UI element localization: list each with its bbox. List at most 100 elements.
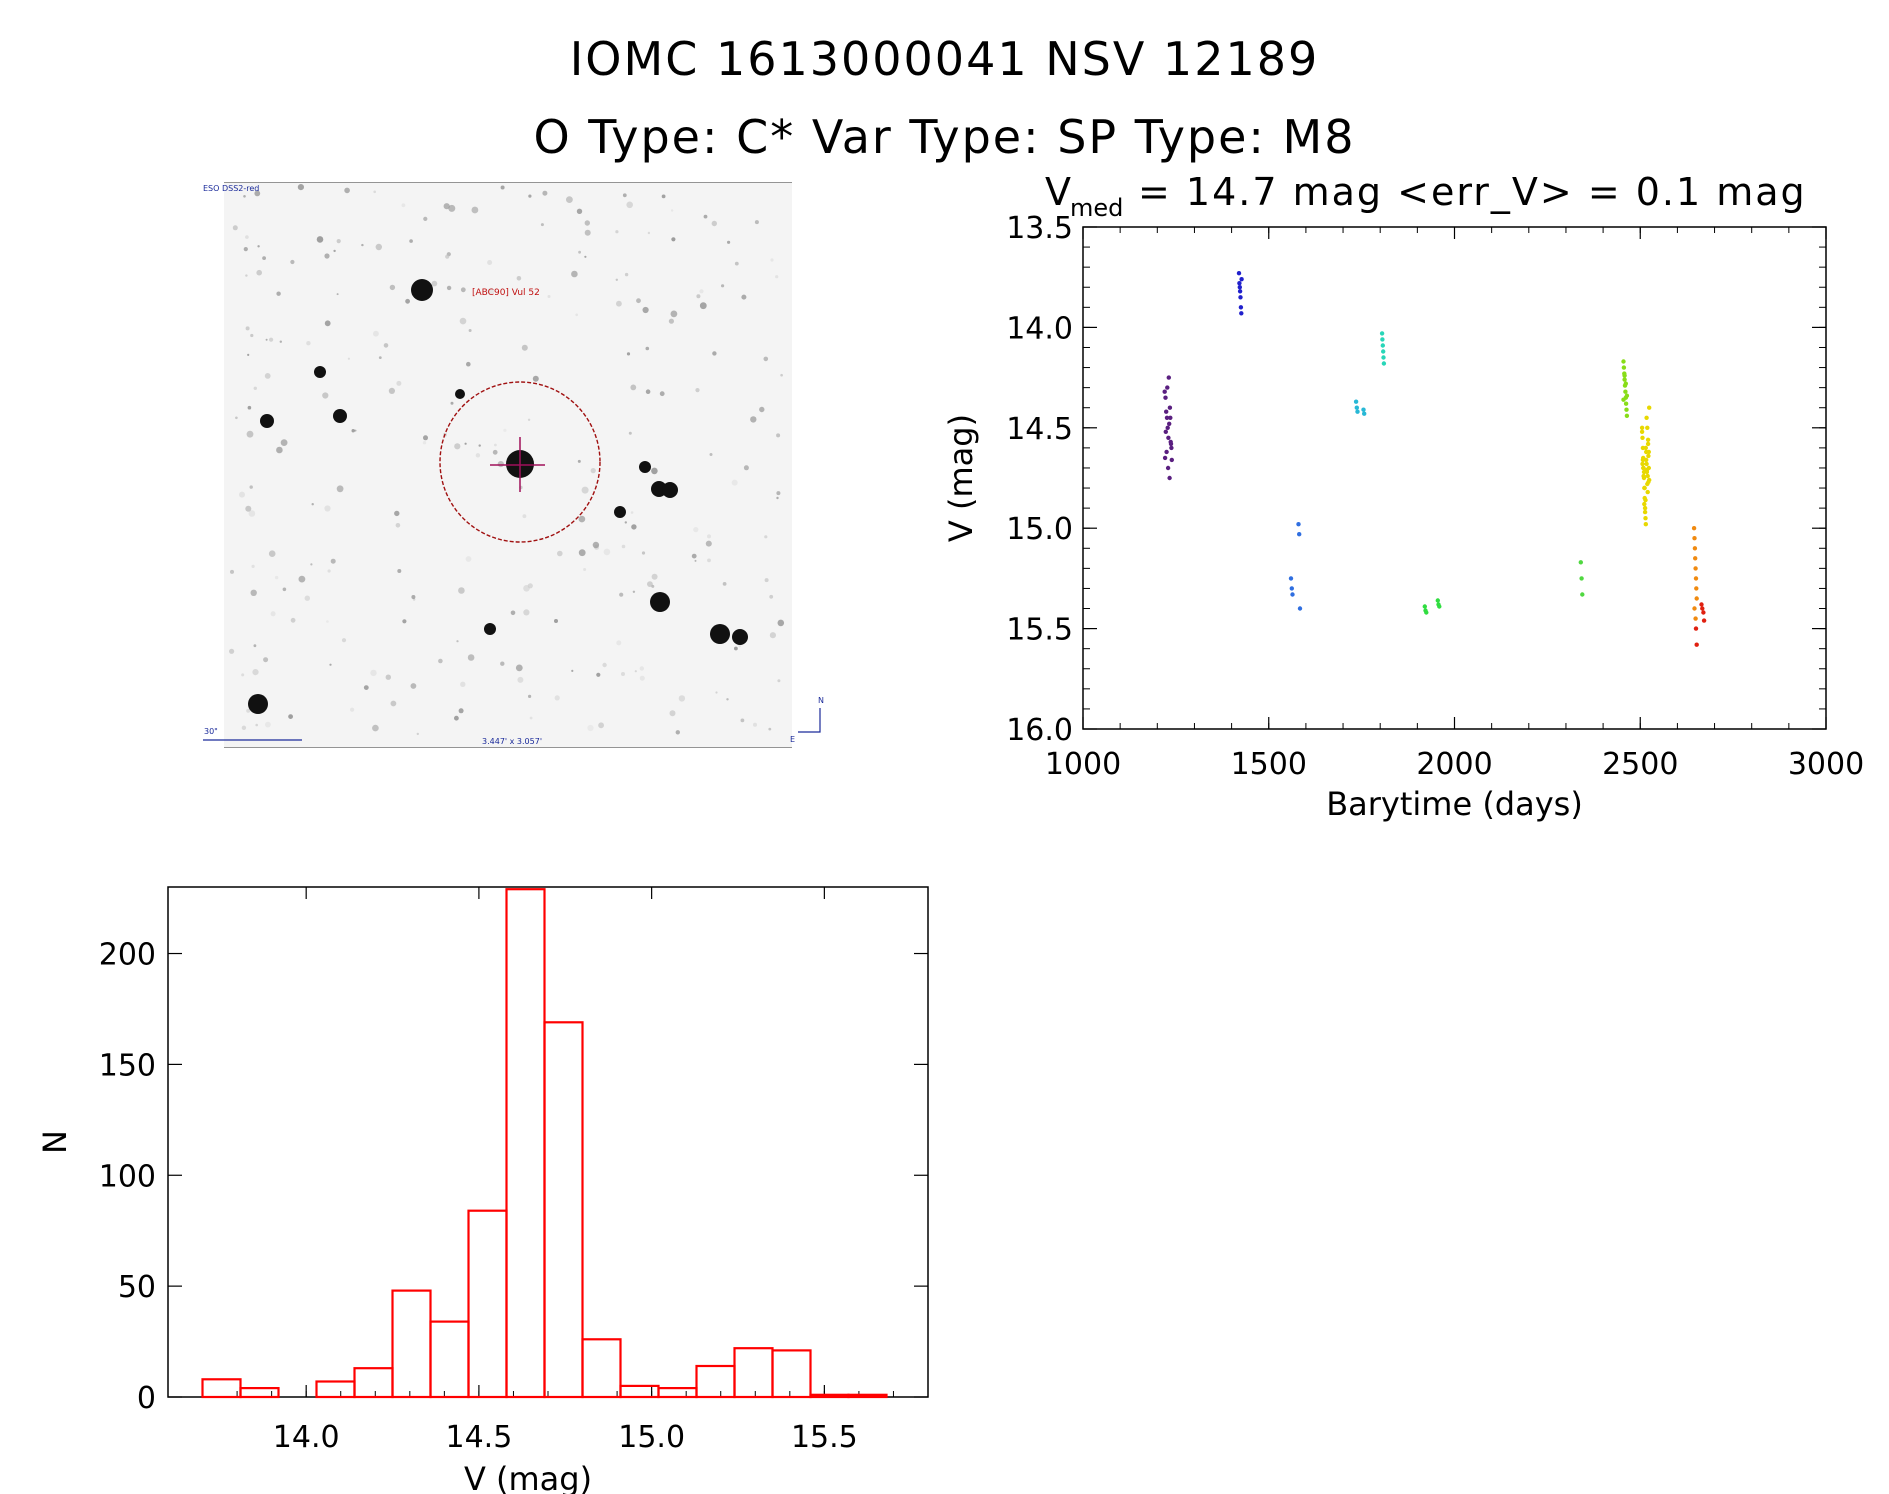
star <box>776 491 781 496</box>
star <box>675 730 680 735</box>
star <box>467 654 475 661</box>
hist-bar <box>429 1320 470 1399</box>
star <box>256 269 262 276</box>
lc-point <box>1693 566 1698 571</box>
star <box>249 485 253 489</box>
star <box>670 209 674 212</box>
star <box>528 694 532 699</box>
star <box>678 695 686 702</box>
star <box>577 459 581 463</box>
lc-point <box>1645 437 1651 442</box>
lc-point <box>1693 626 1699 631</box>
star <box>642 306 649 314</box>
lc-point <box>1238 295 1243 300</box>
lc-point <box>1645 425 1650 430</box>
star <box>465 556 472 562</box>
hist-xtick-label: 14.0 <box>273 1420 340 1455</box>
hist-ylabel: N <box>36 1130 74 1154</box>
star <box>409 239 413 243</box>
lc-point <box>1643 497 1648 503</box>
star <box>532 375 539 382</box>
star <box>333 249 336 253</box>
lc-vmed-subscript: med <box>1070 194 1123 222</box>
star <box>460 681 466 687</box>
lc-point <box>1622 373 1627 378</box>
lc-point <box>1165 425 1170 430</box>
hist-bar <box>467 1209 508 1399</box>
star <box>306 341 311 346</box>
star <box>255 723 258 727</box>
star <box>619 592 624 597</box>
lc-point <box>1700 606 1705 611</box>
star <box>390 700 397 707</box>
star <box>290 259 295 265</box>
bright-star <box>314 366 326 378</box>
bright-star <box>248 694 268 714</box>
star <box>634 670 637 673</box>
lc-stats-text: = 14.7 mag <err_V> = 0.1 mag <box>1138 170 1807 214</box>
lc-point <box>1168 441 1174 447</box>
star <box>235 416 238 420</box>
star <box>389 284 396 291</box>
star <box>721 284 725 288</box>
north-label: N <box>818 696 824 705</box>
figure-title-line1: IOMC 1613000041 NSV 12189 <box>569 32 1320 86</box>
lc-point <box>1692 606 1697 611</box>
hist-ytick-label: 50 <box>118 1270 156 1305</box>
lc-point <box>1237 289 1243 294</box>
star <box>503 428 507 432</box>
lc-point <box>1379 331 1385 336</box>
star <box>401 203 406 208</box>
star <box>336 485 344 493</box>
star <box>410 683 417 689</box>
star <box>621 672 625 676</box>
hist-bar <box>847 1393 888 1399</box>
lc-point <box>1361 407 1366 412</box>
star <box>587 724 594 732</box>
star <box>468 329 472 332</box>
star <box>446 285 452 291</box>
star <box>397 569 402 573</box>
star <box>253 386 257 390</box>
star <box>712 351 717 356</box>
star <box>324 253 330 259</box>
star <box>693 527 699 533</box>
lc-point <box>1623 381 1629 386</box>
lc-point <box>1239 277 1244 282</box>
hist-bar <box>391 1289 432 1399</box>
lc-xtick-label: 1000 <box>1045 747 1121 782</box>
star <box>229 648 235 654</box>
star <box>454 443 461 450</box>
star <box>330 558 336 564</box>
lc-point <box>1623 401 1629 406</box>
hist-ytick-label: 200 <box>99 938 156 973</box>
star <box>252 669 259 676</box>
lc-point <box>1640 461 1645 467</box>
lc-point <box>1236 271 1242 276</box>
hist-bar <box>581 1338 622 1399</box>
star <box>528 194 532 198</box>
star <box>250 589 257 596</box>
star <box>763 356 769 362</box>
star <box>402 619 407 624</box>
star <box>247 405 252 410</box>
star <box>270 611 276 617</box>
star <box>603 548 611 556</box>
hist-xtick-label: 15.5 <box>791 1420 858 1455</box>
lc-point <box>1694 642 1699 647</box>
lc-point <box>1640 457 1646 463</box>
star <box>671 237 676 242</box>
star <box>557 550 563 557</box>
star <box>458 708 464 714</box>
lc-point <box>1167 475 1172 481</box>
lc-point <box>1579 576 1584 581</box>
star <box>722 582 727 586</box>
star <box>770 258 774 262</box>
star <box>316 236 324 243</box>
star <box>443 203 450 210</box>
star <box>705 540 712 547</box>
hist-bar <box>733 1347 774 1399</box>
lc-point <box>1164 415 1170 420</box>
star <box>304 595 310 601</box>
